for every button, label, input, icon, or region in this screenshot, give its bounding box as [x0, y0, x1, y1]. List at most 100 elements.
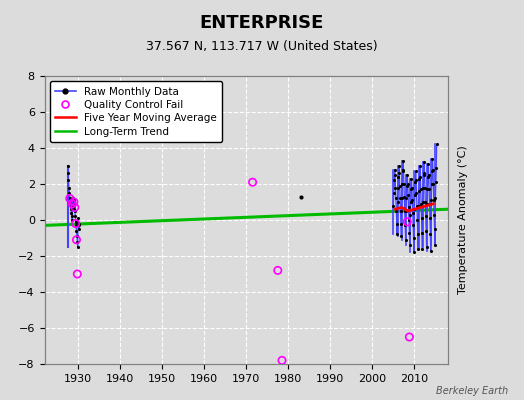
Point — [74, 220, 83, 227]
Point — [423, 186, 432, 193]
Point — [391, 184, 400, 191]
Point — [431, 195, 440, 202]
Point — [415, 188, 423, 194]
Point — [73, 238, 82, 245]
Point — [407, 199, 415, 205]
Point — [410, 249, 418, 256]
Point — [73, 244, 82, 250]
Point — [399, 166, 408, 173]
Point — [423, 201, 431, 207]
Point — [421, 184, 429, 191]
Point — [429, 181, 438, 187]
Point — [391, 172, 399, 178]
Point — [67, 206, 75, 212]
Point — [403, 172, 411, 178]
Point — [75, 226, 83, 232]
Point — [65, 184, 73, 191]
Point — [413, 231, 422, 238]
Point — [415, 175, 423, 182]
Point — [426, 215, 434, 222]
Point — [71, 204, 79, 210]
Point — [400, 208, 409, 214]
Point — [424, 172, 433, 178]
Point — [429, 166, 437, 173]
Point — [63, 163, 72, 169]
Point — [418, 246, 427, 252]
Point — [402, 182, 411, 189]
Point — [394, 199, 402, 205]
Point — [396, 208, 405, 214]
Point — [71, 213, 80, 220]
Point — [411, 192, 419, 198]
Point — [424, 161, 432, 167]
Point — [407, 186, 415, 193]
Point — [428, 168, 436, 174]
Point — [427, 197, 435, 203]
Point — [405, 217, 413, 223]
Point — [431, 242, 439, 248]
Point — [395, 163, 403, 169]
Point — [69, 201, 78, 207]
Point — [399, 157, 407, 164]
Point — [392, 208, 400, 214]
Point — [274, 267, 282, 274]
Point — [422, 228, 430, 234]
Point — [69, 206, 78, 212]
Point — [397, 233, 406, 239]
Point — [70, 197, 78, 203]
Point — [417, 215, 425, 222]
Point — [393, 231, 401, 238]
Point — [389, 202, 398, 209]
Point — [64, 177, 73, 184]
Point — [401, 222, 409, 229]
Point — [74, 215, 82, 222]
Point — [420, 170, 429, 176]
Point — [390, 190, 398, 196]
Point — [71, 218, 80, 225]
Point — [64, 170, 72, 176]
Point — [407, 175, 416, 182]
Point — [72, 222, 80, 229]
Point — [390, 166, 399, 173]
Text: Berkeley Earth: Berkeley Earth — [436, 386, 508, 396]
Point — [405, 204, 413, 210]
Point — [66, 195, 74, 202]
Point — [73, 233, 81, 239]
Point — [68, 217, 77, 223]
Point — [432, 141, 441, 148]
Point — [67, 202, 75, 209]
Point — [428, 156, 436, 162]
Point — [430, 197, 438, 203]
Point — [427, 247, 435, 254]
Point — [398, 195, 406, 202]
Point — [409, 210, 417, 216]
Point — [432, 179, 440, 185]
Point — [398, 181, 407, 187]
Point — [67, 210, 75, 216]
Point — [71, 220, 80, 227]
Point — [72, 228, 81, 234]
Point — [414, 246, 422, 252]
Point — [403, 218, 411, 225]
Text: 37.567 N, 113.717 W (United States): 37.567 N, 113.717 W (United States) — [146, 40, 378, 53]
Point — [412, 190, 421, 196]
Point — [396, 195, 405, 202]
Legend: Raw Monthly Data, Quality Control Fail, Five Year Moving Average, Long-Term Tren: Raw Monthly Data, Quality Control Fail, … — [50, 81, 222, 142]
Point — [73, 271, 82, 277]
Point — [72, 237, 81, 243]
Point — [425, 186, 433, 193]
Point — [404, 192, 412, 198]
Point — [406, 242, 414, 248]
Point — [418, 229, 426, 236]
Point — [68, 213, 76, 220]
Point — [426, 231, 434, 238]
Point — [403, 181, 412, 187]
Point — [409, 222, 417, 229]
Point — [71, 208, 79, 214]
Point — [420, 159, 428, 166]
Point — [70, 199, 78, 205]
Point — [414, 202, 423, 209]
Point — [297, 193, 305, 200]
Point — [405, 229, 413, 236]
Point — [416, 174, 424, 180]
